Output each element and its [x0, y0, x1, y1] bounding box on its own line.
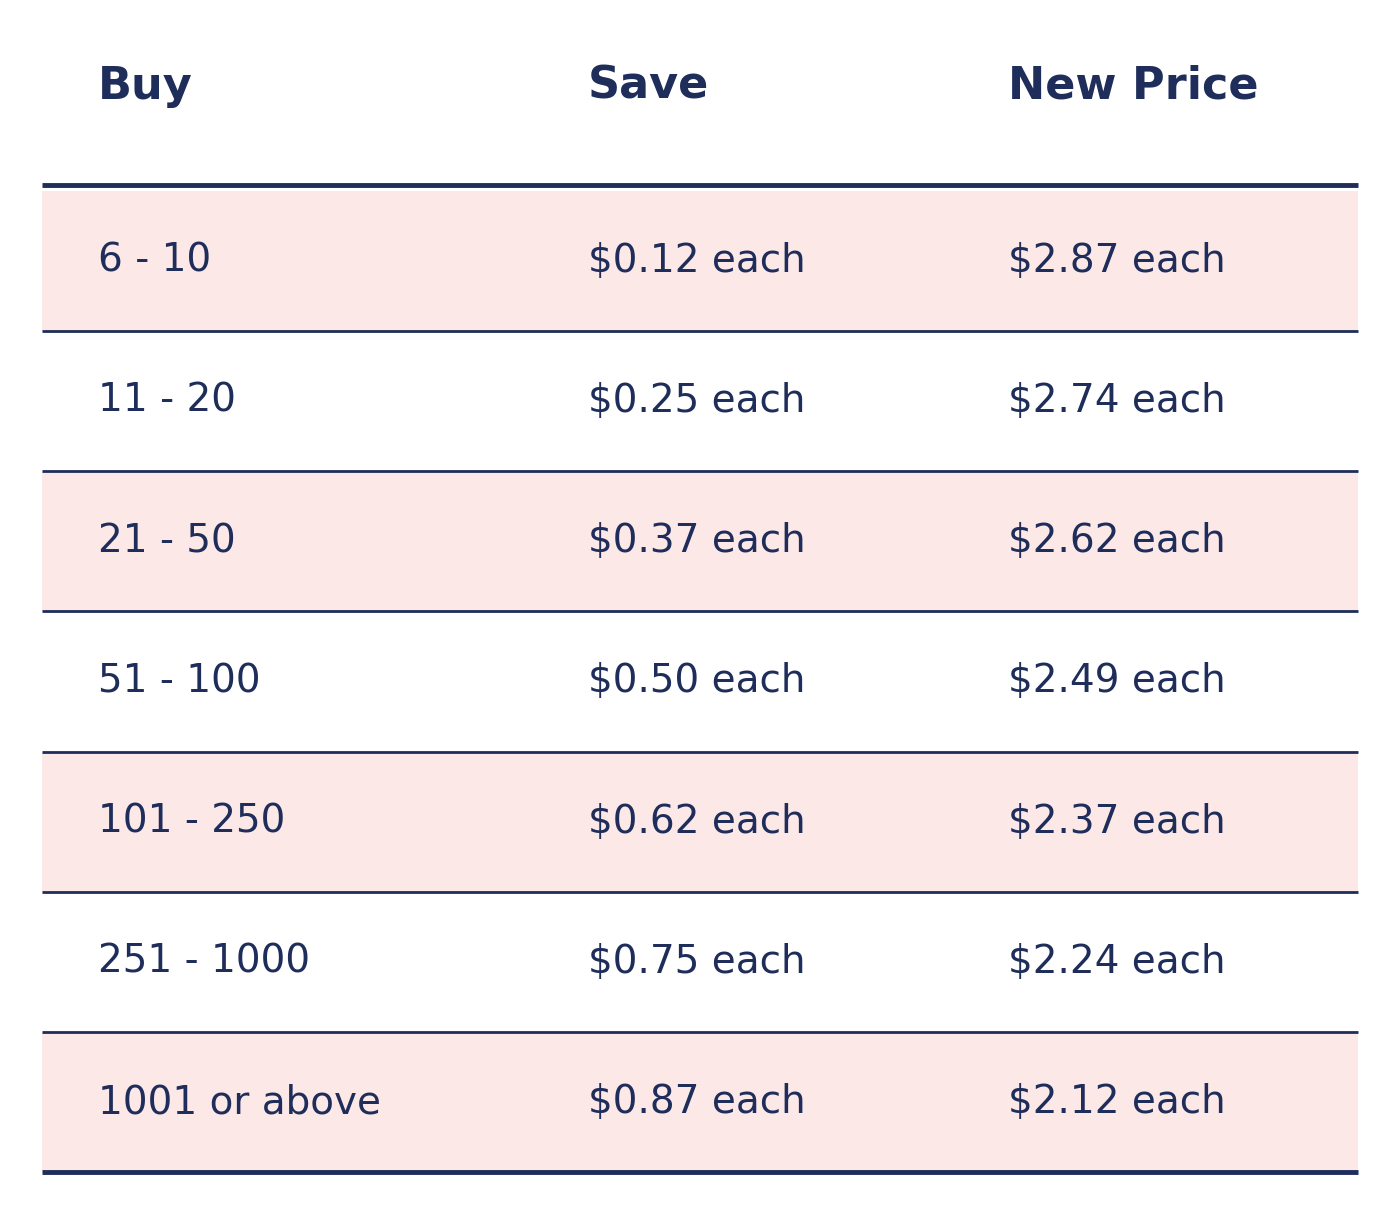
Bar [42, 191, 1358, 331]
Text: $2.62 each: $2.62 each [1008, 523, 1225, 560]
Text: 101 - 250: 101 - 250 [98, 803, 286, 840]
Text: $0.50 each: $0.50 each [588, 663, 805, 700]
Text: $0.62 each: $0.62 each [588, 803, 805, 840]
Text: 251 - 1000: 251 - 1000 [98, 943, 311, 980]
Bar [42, 471, 1358, 611]
Text: $0.37 each: $0.37 each [588, 523, 805, 560]
Text: $0.25 each: $0.25 each [588, 383, 805, 419]
Bar [42, 611, 1358, 752]
Bar [42, 1032, 1358, 1172]
Text: $2.37 each: $2.37 each [1008, 803, 1225, 840]
Text: Save: Save [588, 65, 710, 107]
Bar [42, 892, 1358, 1032]
Text: $0.12 each: $0.12 each [588, 242, 805, 279]
Text: $0.75 each: $0.75 each [588, 943, 805, 980]
Text: $2.24 each: $2.24 each [1008, 943, 1225, 980]
Text: 51 - 100: 51 - 100 [98, 663, 260, 700]
Text: $0.87 each: $0.87 each [588, 1084, 805, 1121]
Text: $2.49 each: $2.49 each [1008, 663, 1225, 700]
Text: New Price: New Price [1008, 65, 1259, 107]
Text: $2.12 each: $2.12 each [1008, 1084, 1225, 1121]
Text: 1001 or above: 1001 or above [98, 1084, 381, 1121]
Text: Buy: Buy [98, 65, 193, 107]
Text: $2.87 each: $2.87 each [1008, 242, 1225, 279]
Bar [42, 331, 1358, 471]
Text: 11 - 20: 11 - 20 [98, 383, 237, 419]
Text: 21 - 50: 21 - 50 [98, 523, 235, 560]
Text: $2.74 each: $2.74 each [1008, 383, 1225, 419]
Bar [42, 752, 1358, 892]
Text: 6 - 10: 6 - 10 [98, 242, 211, 279]
